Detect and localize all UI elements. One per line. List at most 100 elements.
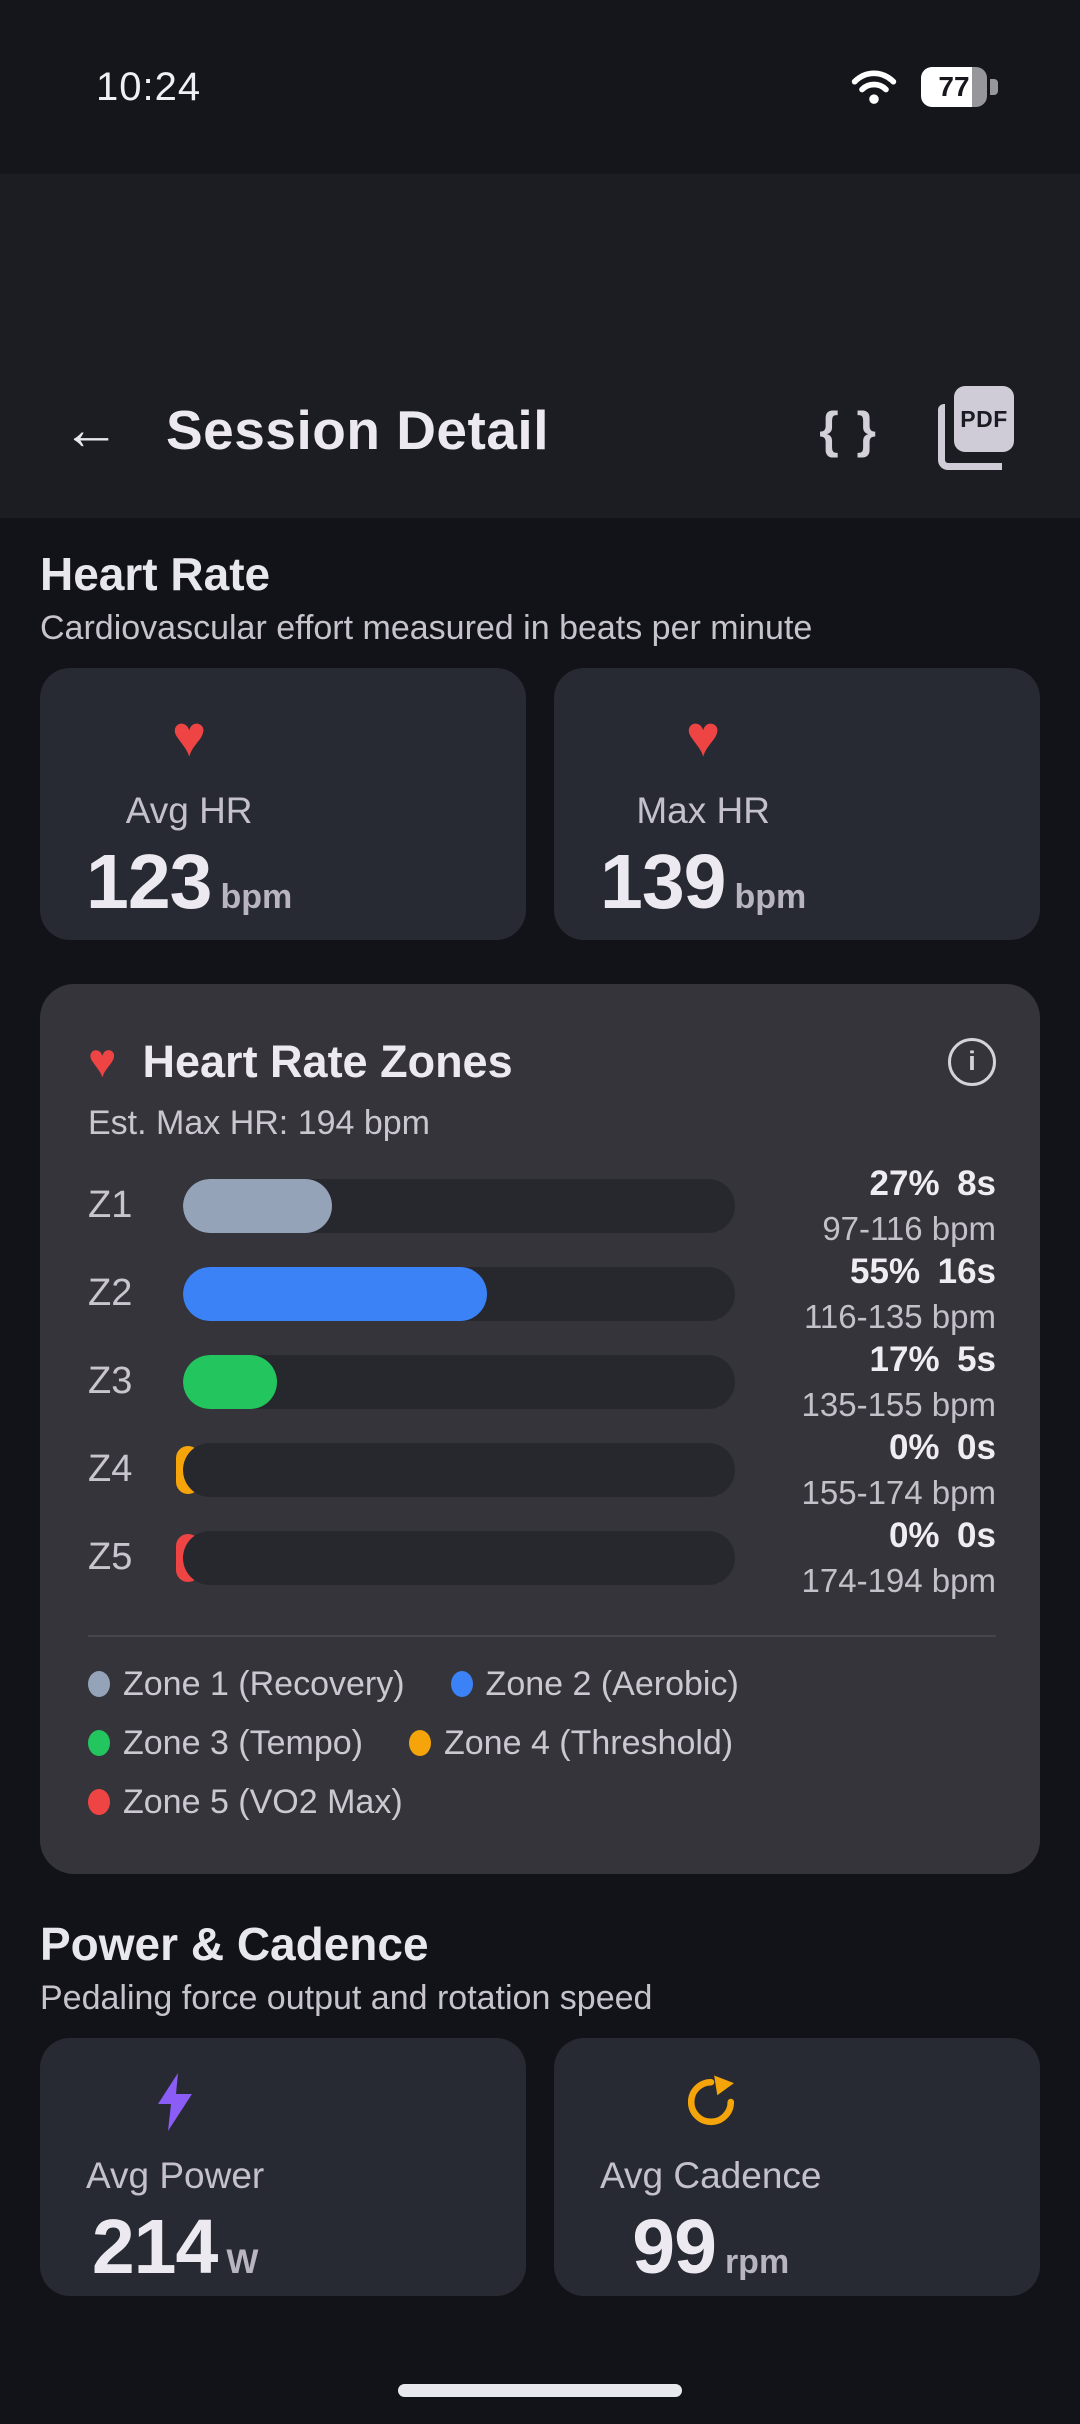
power-section-title: Power & Cadence — [40, 1917, 429, 1970]
stat-unit: bpm — [220, 877, 293, 916]
zone-bar-track — [183, 1530, 735, 1585]
zone-stats: 17% 5s 135-155 bpm — [761, 1341, 996, 1423]
zone-percent-time: 17% 5s — [869, 1340, 996, 1380]
zone-bar — [183, 1266, 735, 1321]
legend-item: Zone 5 (VO2 Max) — [88, 1783, 403, 1822]
heart-rate-section-subtitle: Cardiovascular effort measured in beats … — [40, 608, 813, 647]
zone-stats: 55% 16s 116-135 bpm — [761, 1253, 996, 1335]
stat-label: Max HR — [636, 789, 770, 831]
scroll-content[interactable]: Heart Rate Cardiovascular effort measure… — [0, 548, 1080, 2296]
legend-item: Zone 3 (Tempo) — [88, 1724, 363, 1763]
stat-value: 99 — [632, 2203, 717, 2290]
heart-icon: ♥ — [685, 703, 721, 769]
zone-bar — [183, 1178, 735, 1233]
zone-percent-time: 55% 16s — [850, 1252, 996, 1292]
zone-row: Z1 27% 8s 97-116 bpm — [88, 1165, 996, 1247]
status-bar: 10:24 77 — [0, 0, 1080, 174]
zone-label: Z3 — [88, 1360, 133, 1403]
zone-range: 155-174 bpm — [801, 1473, 996, 1511]
zones-header: ♥ Heart Rate Zones i — [88, 1036, 996, 1088]
zone-bar-fill — [183, 1354, 277, 1409]
status-time: 10:24 — [96, 64, 202, 109]
stat-unit: bpm — [734, 877, 807, 916]
legend-label: Zone 2 (Aerobic) — [485, 1664, 739, 1703]
stat-value: 139 — [600, 838, 726, 925]
zone-range: 97-116 bpm — [822, 1209, 996, 1247]
legend-dot-icon — [450, 1671, 473, 1698]
avg-power-card: Avg Power 214 W — [40, 2037, 526, 2296]
stat-label: Avg HR — [125, 789, 253, 831]
back-arrow-icon[interactable]: ← — [62, 397, 120, 462]
wifi-icon — [851, 68, 897, 106]
page-title: Session Detail — [166, 399, 549, 461]
zone-bar-track — [183, 1354, 735, 1409]
heart-rate-section-title: Heart Rate — [40, 548, 271, 600]
zone-label: Z4 — [88, 1448, 133, 1491]
zone-bar — [176, 1442, 735, 1497]
zone-percent-time: 27% 8s — [869, 1164, 996, 1204]
battery-icon: 77 — [921, 67, 998, 107]
legend-item: Zone 4 (Threshold) — [409, 1724, 733, 1763]
heart-rate-stats-row: ♥ Avg HR 123 bpm ♥ Max HR 139 bpm — [40, 667, 1040, 940]
stat-label: Avg Power — [86, 2154, 265, 2196]
legend-dot-icon — [409, 1730, 431, 1757]
zone-percent-time: 0% 0s — [888, 1516, 996, 1556]
legend-item: Zone 1 (Recovery) — [88, 1665, 405, 1704]
avg-hr-card: ♥ Avg HR 123 bpm — [40, 667, 526, 940]
zone-bar-track — [183, 1266, 735, 1321]
heart-rate-zones-card: ♥ Heart Rate Zones i Est. Max HR: 194 bp… — [40, 983, 1040, 1874]
zone-bar — [183, 1354, 735, 1409]
zone-percent-time: 0% 0s — [888, 1428, 996, 1468]
avg-cadence-card: Avg Cadence 99 rpm — [554, 2037, 1040, 2296]
json-braces-icon[interactable]: { } — [819, 402, 878, 458]
zone-label: Z1 — [88, 1184, 133, 1227]
battery-percent: 77 — [938, 71, 970, 102]
power-stats-row: Avg Power 214 W Avg Cadence — [40, 2037, 1040, 2296]
power-section-subtitle: Pedaling force output and rotation speed — [40, 1978, 653, 2017]
legend-dot-icon — [88, 1789, 110, 1816]
heart-icon: ♥ — [171, 703, 207, 769]
zone-stats: 0% 0s 174-194 bpm — [761, 1517, 996, 1599]
zone-row: Z2 55% 16s 116-135 bpm — [88, 1253, 996, 1335]
zones-legend: Zone 1 (Recovery) Zone 2 (Aerobic) Zone 3 … — [88, 1665, 996, 1848]
zone-range: 174-194 bpm — [801, 1561, 996, 1599]
pdf-page-front: PDF — [954, 386, 1014, 452]
zone-bar-fill — [183, 1266, 487, 1321]
bolt-icon — [154, 2070, 196, 2134]
zone-rows: Z1 27% 8s 97-116 bpm Z2 55% 16s 116-135 bpm Z3… — [88, 1165, 996, 1599]
zone-row: Z3 17% 5s 135-155 bpm — [88, 1341, 996, 1423]
zone-label: Z2 — [88, 1272, 133, 1315]
zone-stats: 0% 0s 155-174 bpm — [761, 1429, 996, 1511]
pdf-export-icon[interactable]: PDF — [936, 386, 1014, 474]
legend-label: Zone 4 (Threshold) — [444, 1723, 734, 1762]
zone-bar-track — [183, 1178, 735, 1233]
home-indicator[interactable] — [398, 2384, 682, 2397]
pdf-page-back — [938, 404, 1002, 470]
zone-bar-track — [183, 1442, 735, 1497]
status-icons: 77 — [851, 67, 998, 107]
zone-bar — [176, 1530, 735, 1585]
zone-range: 135-155 bpm — [801, 1385, 996, 1423]
legend-label: Zone 3 (Tempo) — [123, 1723, 363, 1762]
max-hr-card: ♥ Max HR 139 bpm — [554, 667, 1040, 940]
battery-nub — [990, 79, 998, 95]
zone-label: Z5 — [88, 1536, 133, 1579]
legend-item: Zone 2 (Aerobic) — [450, 1664, 739, 1704]
zones-title: Heart Rate Zones — [142, 1035, 513, 1087]
divider — [88, 1634, 996, 1637]
zone-range: 116-135 bpm — [803, 1297, 996, 1335]
zone-row: Z4 0% 0s 155-174 bpm — [88, 1429, 996, 1511]
zone-stats: 27% 8s 97-116 bpm — [761, 1165, 996, 1247]
zone-bar-fill — [183, 1178, 333, 1233]
heart-icon: ♥ — [88, 1034, 117, 1088]
zone-row: Z5 0% 0s 174-194 bpm — [88, 1517, 996, 1599]
stat-value: 214 — [91, 2203, 218, 2290]
stat-unit: rpm — [724, 2242, 790, 2281]
info-icon[interactable]: i — [948, 1037, 996, 1086]
stat-value: 123 — [86, 838, 212, 925]
stat-unit: W — [226, 2242, 259, 2281]
app-header: ← Session Detail { } PDF — [0, 174, 1080, 518]
legend-dot-icon — [88, 1730, 110, 1757]
legend-label: Zone 1 (Recovery) — [123, 1664, 405, 1703]
